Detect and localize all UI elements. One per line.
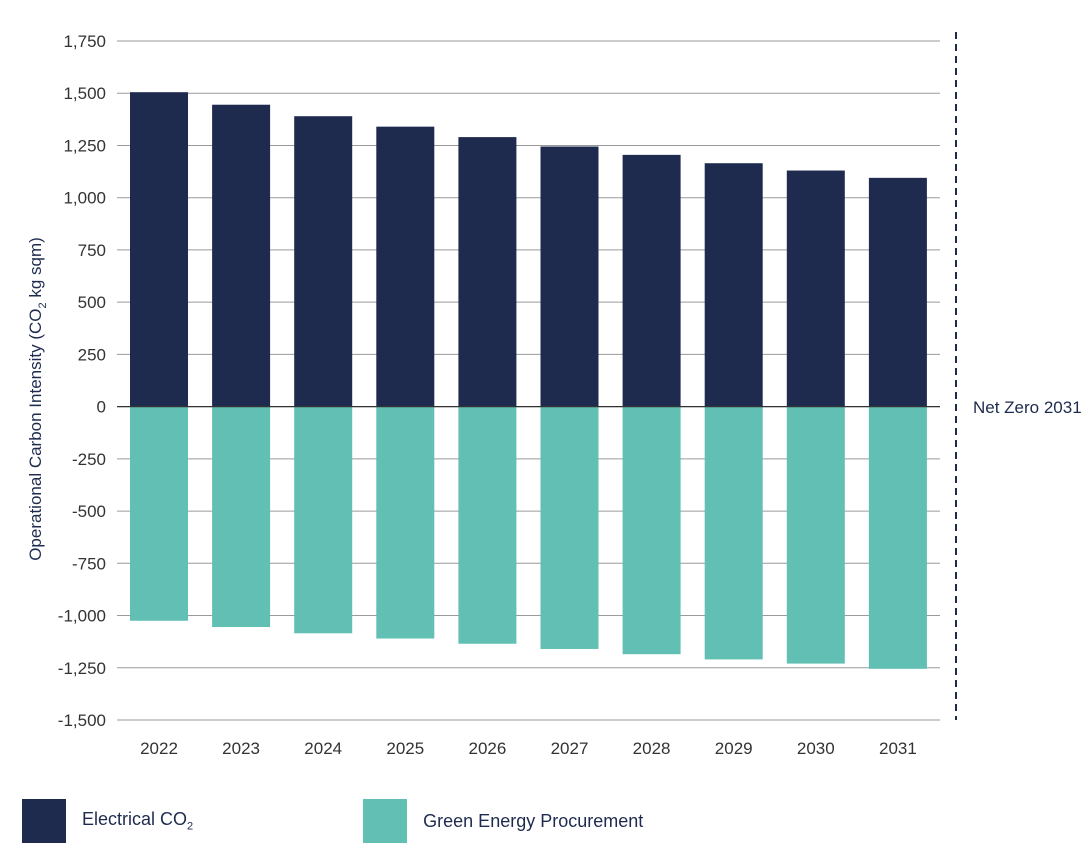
bar-green-energy [212,406,271,628]
x-tick-label: 2030 [797,739,835,758]
y-axis-label-main: Operational Carbon Intensity (CO [26,309,45,561]
y-tick-label: -1,500 [58,711,106,730]
x-tick-label: 2026 [468,739,506,758]
bar-electrical-co2 [294,116,353,407]
bar-electrical-co2 [540,146,599,407]
bar-electrical-co2 [868,177,927,407]
x-tick-label: 2028 [633,739,671,758]
bar-electrical-co2 [130,92,188,407]
legend: Electrical CO2 Green Energy Procurement [22,799,671,843]
bar-green-energy [458,406,517,644]
y-tick-label: -250 [72,450,106,469]
bar-green-energy [294,406,353,634]
y-tick-label: 0 [97,398,106,417]
x-tick-label: 2029 [715,739,753,758]
bar-green-energy [540,406,599,649]
bar-electrical-co2 [786,170,845,407]
y-tick-label: -1,000 [58,607,106,626]
y-axis-ticks: 1,750 1,500 1,250 1,000 750 500 250 0 -250 -500 -7… [58,32,106,730]
legend-label-electrical: Electrical CO2 [82,809,193,833]
bar-green-energy [622,406,681,655]
y-tick-label: 1,250 [63,136,106,155]
net-zero-annotation: Net Zero 2031 [973,398,1082,417]
y-tick-label: -500 [72,502,106,521]
y-tick-label: 1,500 [63,84,106,103]
legend-swatch-green [363,799,408,843]
x-tick-label: 2024 [304,739,342,758]
x-axis-ticks: 2022 2023 2024 2025 2026 2027 2028 2029 2030 2031 [140,739,917,758]
legend-label-electrical-subscript: 2 [187,820,194,833]
legend-label-electrical-main: Electrical CO [82,809,188,830]
bar-green-energy [868,406,927,669]
legend-swatch-electrical [22,799,66,843]
y-tick-label: 750 [78,241,106,260]
legend-item-green: Green Energy Procurement [363,799,643,843]
y-tick-label: -1,250 [58,659,106,678]
bar-electrical-co2 [622,154,681,407]
x-tick-label: 2022 [140,739,178,758]
bar-electrical-co2 [704,163,763,407]
legend-label-green: Green Energy Procurement [423,810,644,831]
bar-electrical-co2 [212,104,271,407]
y-tick-label: 1,000 [63,189,106,208]
bar-green-energy [704,406,763,660]
bar-green-energy [130,406,188,621]
x-tick-label: 2027 [551,739,589,758]
y-tick-label: 1,750 [63,32,106,51]
y-tick-label: 500 [78,293,106,312]
y-axis-label: Operational Carbon Intensity (CO2 kg sqm… [26,237,49,561]
bar-electrical-co2 [458,137,517,407]
x-tick-label: 2031 [879,739,917,758]
y-tick-label: 250 [78,345,106,364]
bar-green-energy [786,406,845,664]
y-axis-label-rest: kg sqm) [26,237,45,302]
legend-item-electrical: Electrical CO2 [22,799,193,843]
bars [130,92,927,669]
x-tick-label: 2023 [222,739,260,758]
bar-electrical-co2 [376,126,435,407]
bar-green-energy [376,406,435,639]
x-tick-label: 2025 [386,739,424,758]
chart-area: 1,750 1,500 1,250 1,000 750 500 250 0 -250 -500 -7… [26,32,1082,758]
y-axis-label-subscript: 2 [37,302,49,308]
y-tick-label: -750 [72,554,106,573]
